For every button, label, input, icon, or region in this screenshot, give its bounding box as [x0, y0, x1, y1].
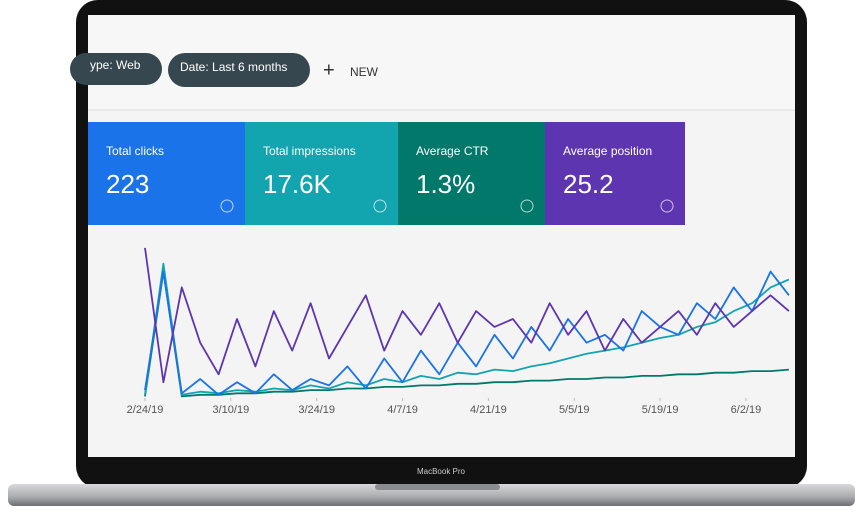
x-tick-label: 5/19/19	[642, 404, 679, 416]
x-tick-label: 4/21/19	[470, 404, 507, 416]
help-icon	[520, 199, 534, 213]
series-line	[144, 270, 789, 398]
metric-label: Total clicks	[106, 144, 164, 158]
filter-label: ype: Web	[90, 58, 141, 72]
metric-value: 1.3%	[416, 169, 475, 199]
metric-card	[245, 122, 398, 225]
series-line	[144, 270, 790, 396]
metric-value: 25.2	[563, 169, 614, 199]
help-icon	[220, 199, 234, 213]
metric-label: Average position	[563, 144, 652, 158]
metric-value: 17.6K	[263, 169, 332, 199]
metric-card	[398, 122, 545, 225]
laptop-base	[8, 484, 855, 506]
filter-label: Date: Last 6 months	[180, 60, 287, 74]
metric-card	[88, 122, 245, 225]
new-button[interactable]: NEW	[350, 65, 379, 79]
x-tick-label: 5/5/19	[559, 404, 590, 416]
help-icon	[660, 199, 674, 213]
x-tick-label: 4/7/19	[387, 404, 418, 416]
help-icon	[373, 199, 387, 213]
x-tick-label: 6/2/19	[731, 404, 762, 416]
x-tick-label: 3/24/19	[298, 404, 335, 416]
cards: Total clicks 223 Total impressions 17.6K Ave…	[88, 122, 685, 225]
filter-chip[interactable]	[70, 53, 162, 85]
metric-value: 223	[106, 169, 149, 199]
hinge-notch	[375, 484, 500, 490]
x-tick-label: 3/10/19	[212, 404, 249, 416]
plus-icon: +	[323, 59, 335, 81]
chart: 2/24/19 3/10/19 3/24/19 4/7/19 4/21/19 5/5/19…	[127, 247, 790, 416]
metric-label: Average CTR	[416, 144, 489, 158]
device-label: MacBook Pro	[417, 467, 466, 476]
x-tick-label: 2/24/19	[127, 404, 164, 416]
filter-chip[interactable]	[168, 53, 310, 87]
metric-label: Total impressions	[263, 144, 356, 158]
series-line	[144, 247, 790, 384]
